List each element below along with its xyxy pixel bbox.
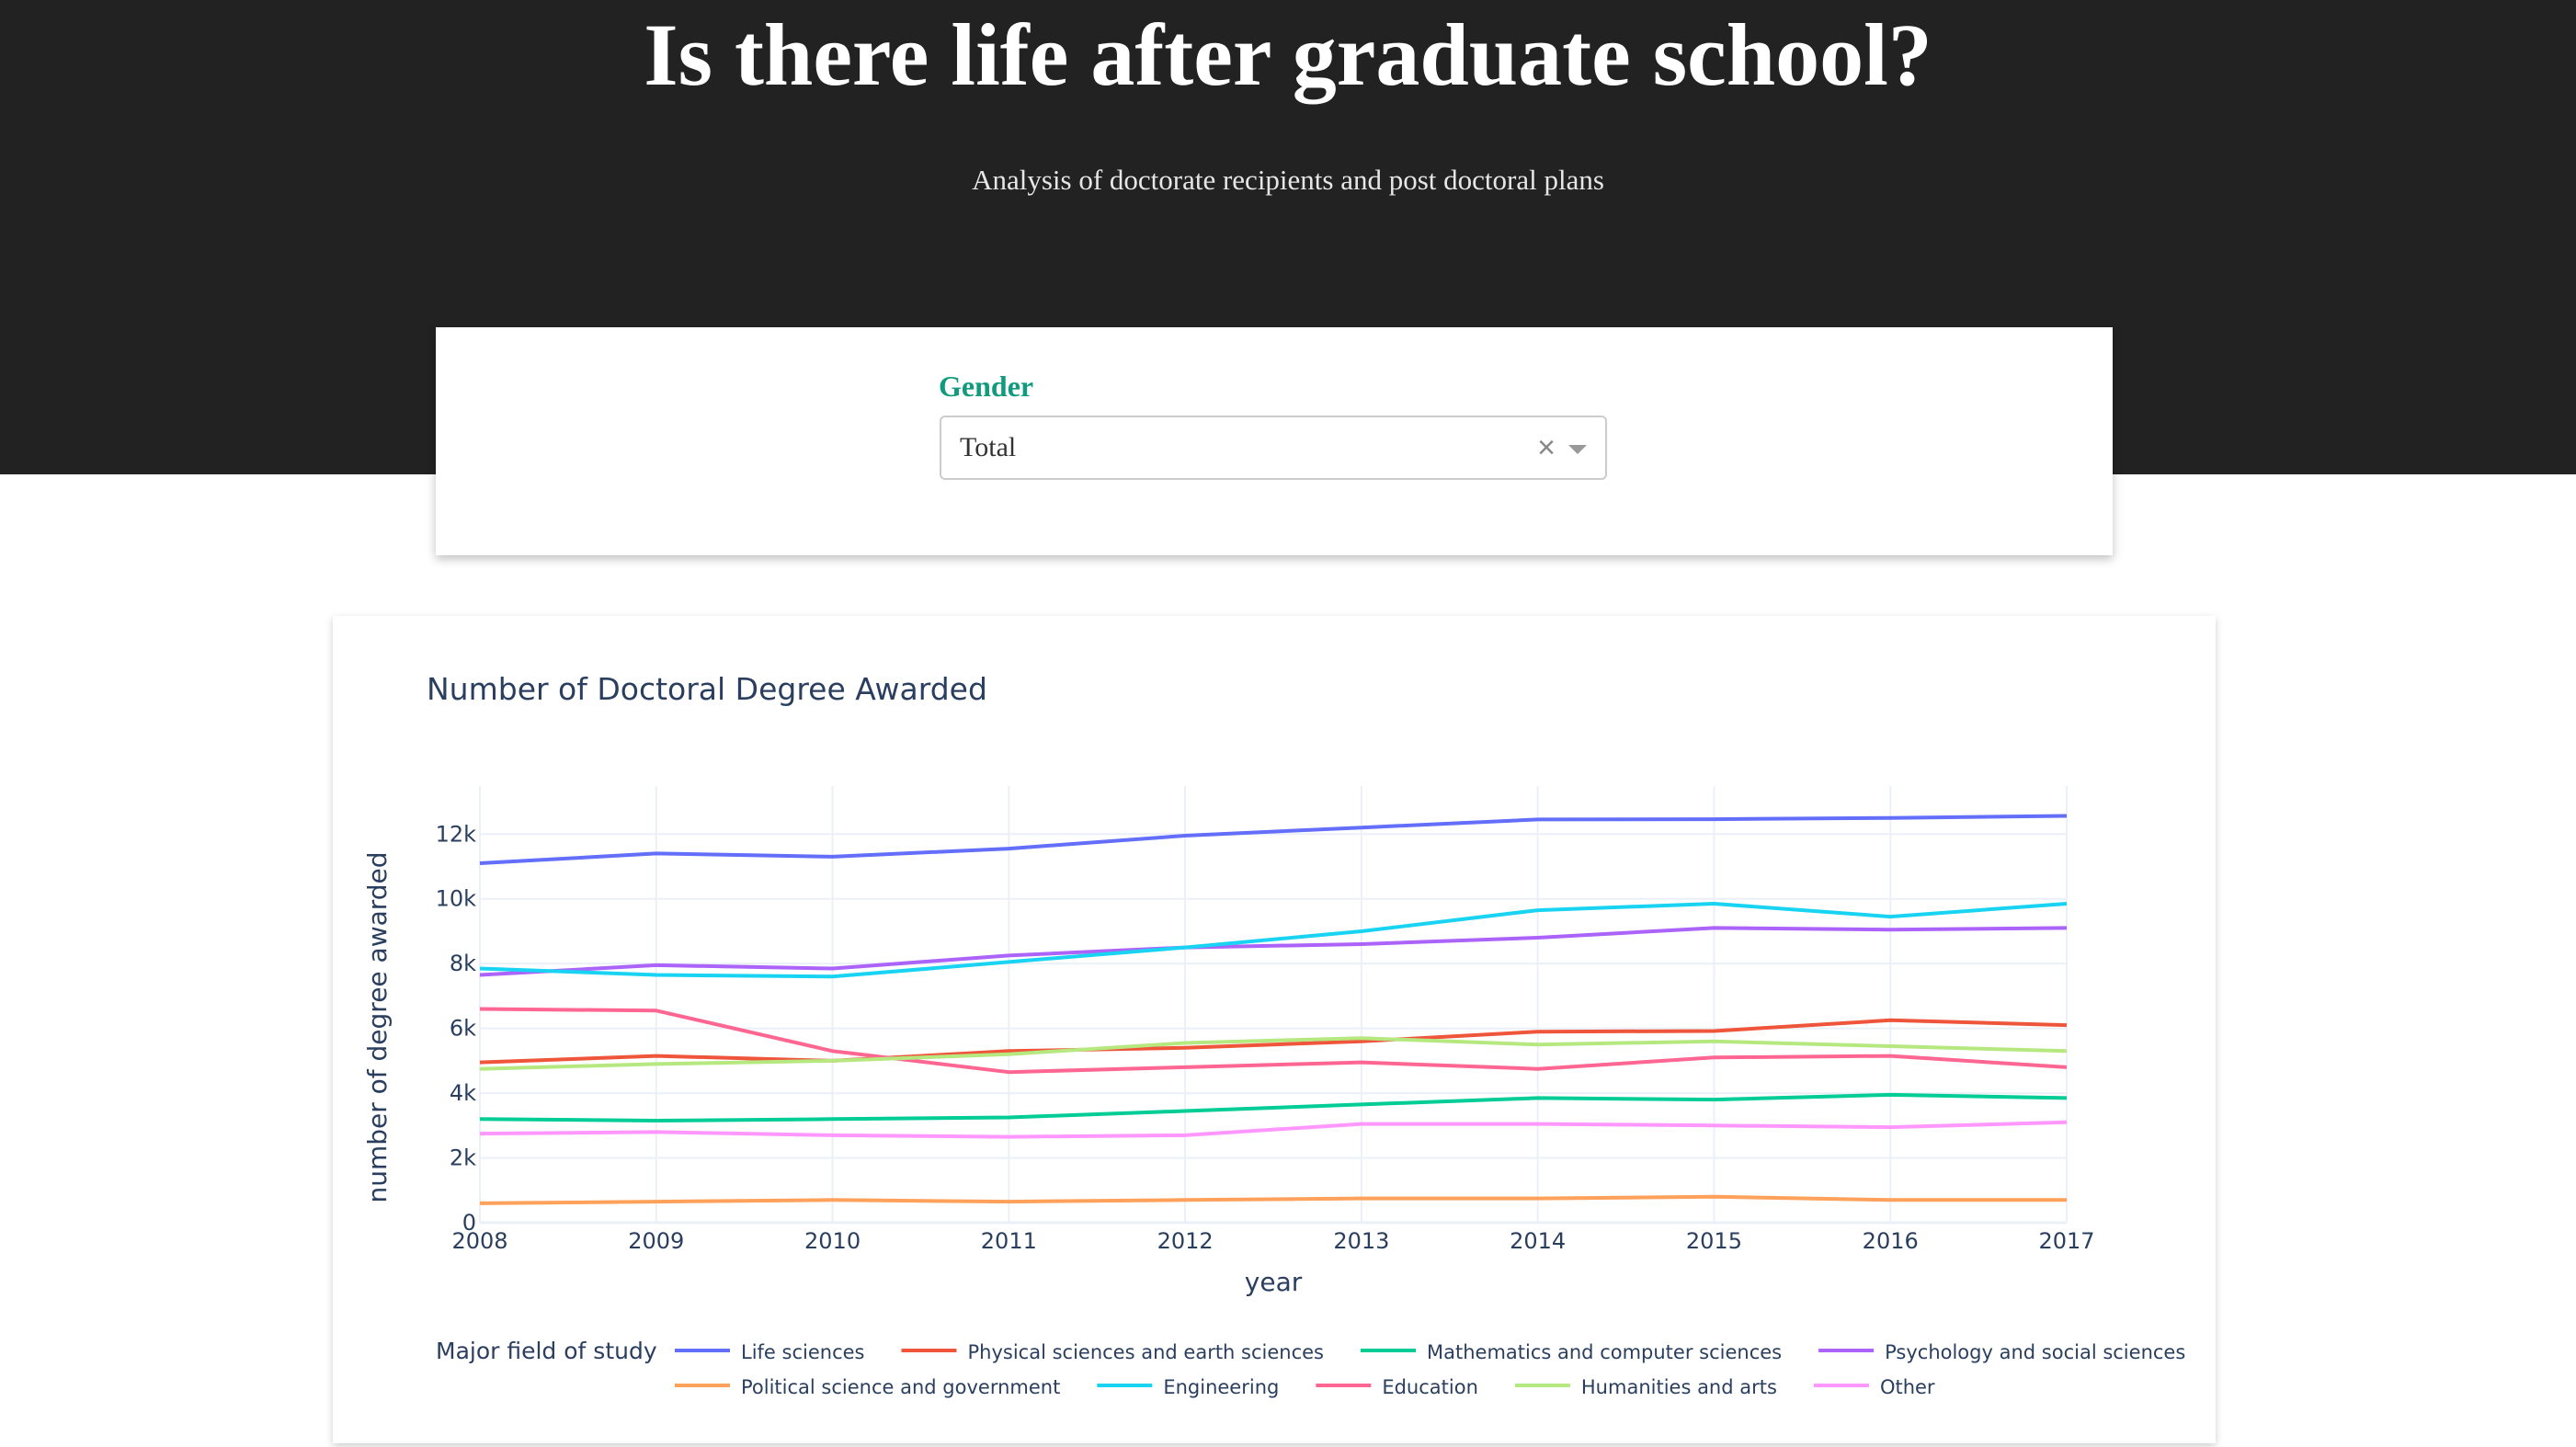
series-line[interactable]	[479, 1194, 2067, 1205]
x-axis-title: year	[1245, 1267, 1303, 1297]
legend-item-label[interactable]: Other	[1880, 1376, 1935, 1398]
filter-card: Gender Total ×	[436, 327, 2113, 555]
y-tick-label: 4k	[450, 1080, 476, 1106]
legend-item-label[interactable]: Physical sciences and earth sciences	[967, 1341, 1324, 1363]
series-line[interactable]	[479, 814, 2068, 865]
y-tick-label: 12k	[436, 821, 477, 847]
chart-card: Number of Doctoral Degree Awarded 0 2k 4k 6…	[333, 616, 2216, 1443]
page-title: Is there life after graduate school?	[644, 6, 1932, 104]
x-tick-label: 2013	[1333, 1228, 1389, 1254]
legend-item-label[interactable]: Psychology and social sciences	[1885, 1341, 2185, 1363]
gender-filter-label: Gender	[939, 370, 1034, 403]
x-tick-label: 2014	[1510, 1228, 1566, 1254]
series-line[interactable]	[479, 1007, 2068, 1075]
x-tick-label: 2010	[804, 1228, 861, 1254]
chevron-down-icon[interactable]	[1568, 445, 1587, 454]
x-tick-label: 2009	[628, 1228, 684, 1254]
legend-item-label[interactable]: Humanities and arts	[1581, 1376, 1777, 1398]
legend-item-label[interactable]: Life sciences	[741, 1341, 864, 1363]
legend-item-label[interactable]: Education	[1382, 1376, 1478, 1398]
series-line[interactable]	[479, 1120, 2068, 1139]
page-subtitle: Analysis of doctorate recipients and pos…	[972, 164, 1604, 196]
x-tick-label: 2008	[451, 1228, 507, 1254]
x-tick-label: 2016	[1863, 1228, 1919, 1254]
gender-dropdown[interactable]: Total ×	[940, 416, 1607, 480]
x-tick-label: 2015	[1686, 1228, 1742, 1254]
gender-selected-value: Total	[960, 432, 1017, 462]
series-line[interactable]	[479, 902, 2068, 979]
chart-title: Number of Doctoral Degree Awarded	[427, 671, 987, 707]
legend-item-label[interactable]: Engineering	[1163, 1376, 1279, 1398]
line-chart: 0 2k 4k 6k 8k 10k 12k 2008 2009 2010 2011 2012 2013 2…	[362, 786, 2185, 1398]
series-line[interactable]	[479, 1018, 2068, 1065]
y-tick-label: 2k	[450, 1145, 476, 1171]
legend-item-label[interactable]: Mathematics and computer sciences	[1427, 1341, 1782, 1363]
legend-item-label[interactable]: Political science and government	[741, 1376, 1060, 1398]
y-tick-label: 6k	[450, 1016, 476, 1042]
y-tick-label: 8k	[450, 951, 476, 976]
y-axis-title: number of degree awarded	[362, 851, 393, 1202]
y-tick-label: 0	[462, 1210, 476, 1236]
legend-title: Major field of study	[436, 1338, 657, 1364]
x-tick-label: 2012	[1157, 1228, 1214, 1254]
y-tick-label: 10k	[436, 886, 477, 912]
clear-icon[interactable]: ×	[1537, 430, 1556, 465]
x-tick-label: 2017	[2038, 1228, 2094, 1254]
series-line[interactable]	[479, 1092, 2068, 1122]
series-line[interactable]	[479, 926, 2068, 977]
x-tick-label: 2011	[981, 1228, 1037, 1254]
series-line[interactable]	[479, 1036, 2068, 1071]
